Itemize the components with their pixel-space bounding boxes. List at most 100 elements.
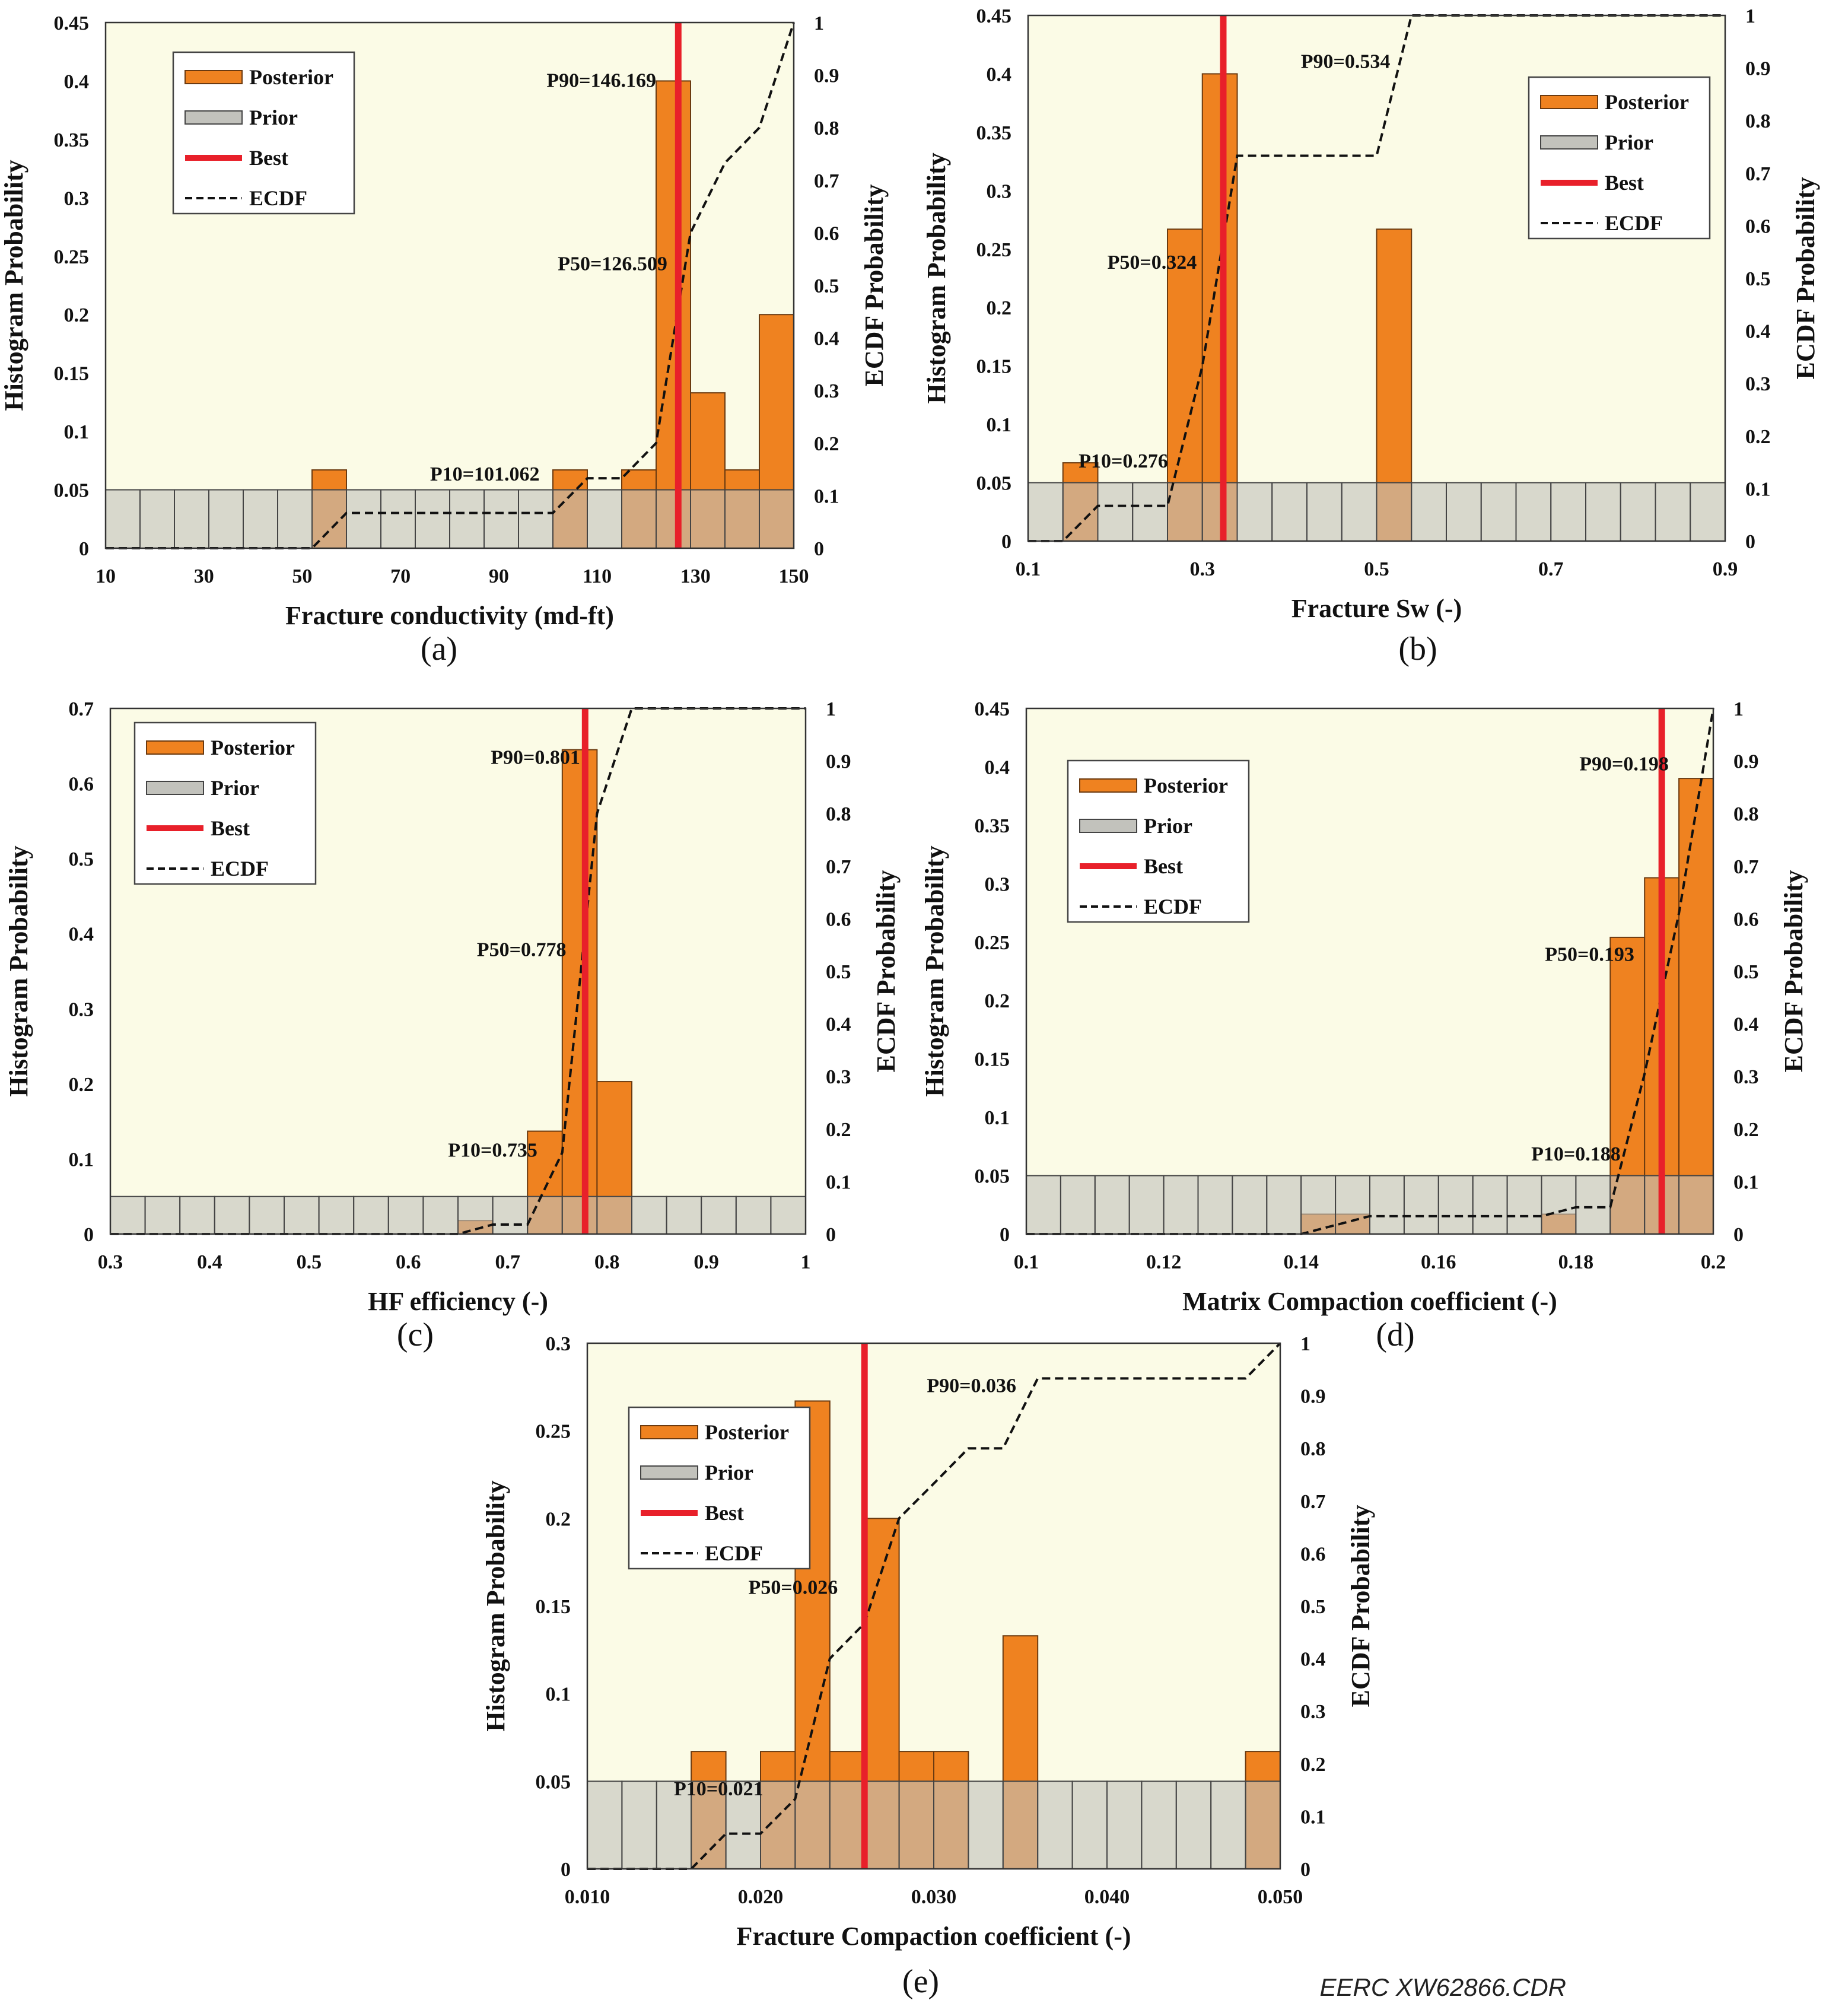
prior-bar	[656, 489, 691, 549]
x-tick-label: 0.18	[1558, 1251, 1594, 1273]
y2-tick-label: 0.8	[826, 803, 851, 825]
x-tick-label: 130	[680, 565, 711, 587]
x-tick-label: 0.7	[1538, 558, 1564, 580]
y-tick-label: 0.3	[69, 999, 94, 1020]
y2-tick-label: 0.3	[1745, 373, 1771, 395]
percentile-annotation: P50=0.193	[1545, 943, 1634, 965]
prior-bar	[770, 1195, 807, 1235]
y-tick-label: 0.3	[64, 187, 90, 209]
prior-bar	[735, 1195, 772, 1235]
prior-bar	[1062, 482, 1099, 542]
percentile-annotation: P90=0.801	[491, 747, 580, 769]
legend-label: Prior	[249, 106, 298, 129]
plot-frame	[104, 21, 795, 549]
figure-id-watermark: EERC XW62866.CDR	[1320, 1973, 1566, 2001]
x-tick-label: 0.3	[1190, 558, 1216, 580]
x-tick-label: 0.8	[594, 1251, 620, 1273]
prior-bar	[346, 489, 381, 549]
legend: Posterior Prior Best ECDF	[628, 1406, 811, 1570]
x-tick-label: 30	[194, 565, 214, 587]
prior-bar	[587, 489, 622, 549]
y2-tick-label: 0	[826, 1224, 836, 1246]
prior-bar	[422, 1195, 459, 1235]
prior-bar	[457, 1195, 494, 1235]
prior-bar	[144, 1195, 181, 1235]
x-tick-label: 0.030	[911, 1886, 957, 1908]
prior-bar	[1480, 482, 1517, 542]
y2-tick-label: 0.1	[826, 1171, 851, 1193]
y2-tick-label: 0.6	[826, 908, 851, 930]
y-tick-label: 0.15	[976, 356, 1012, 378]
y-tick-label: 0.2	[64, 304, 90, 326]
y-axis-title: Histogram Probability	[481, 1480, 510, 1731]
plot-frame	[1025, 707, 1714, 1235]
legend-label: Best	[211, 816, 250, 840]
plot-frame	[586, 1342, 1281, 1870]
prior-bar	[1515, 482, 1552, 542]
y2-tick-label: 1	[1745, 5, 1755, 27]
prior-bar	[353, 1195, 389, 1235]
x-tick-label: 0.050	[1258, 1886, 1303, 1908]
prior-bar	[387, 1195, 424, 1235]
y2-tick-label: 0.1	[1733, 1171, 1759, 1193]
ecdf-line	[110, 707, 806, 1235]
prior-bar	[483, 489, 519, 549]
y-tick-label: 0.4	[987, 63, 1012, 85]
prior-bar	[311, 489, 347, 549]
y2-tick-label: 0.3	[814, 380, 839, 402]
posterior-bar	[656, 80, 691, 549]
prior-bar	[829, 1780, 866, 1869]
y2-tick-label: 0.5	[814, 275, 839, 297]
prior-bar	[760, 1780, 796, 1869]
posterior-bar	[1678, 778, 1714, 1235]
legend-label: Best	[249, 146, 288, 170]
plot-frame	[1027, 14, 1726, 542]
x-tick-label: 150	[779, 565, 809, 587]
prior-bar	[1446, 482, 1482, 542]
y2-tick-label: 0.3	[826, 1066, 851, 1088]
legend-label: Best	[705, 1501, 744, 1525]
y2-tick-label: 0.2	[1733, 1119, 1759, 1141]
y-axis-title: Histogram Probability	[920, 845, 949, 1096]
legend-label: Posterior	[1605, 90, 1689, 114]
y2-tick-label: 0	[1733, 1224, 1744, 1246]
prior-bar	[1541, 1175, 1577, 1235]
prior-bar	[492, 1195, 529, 1235]
panel-label: (a)	[421, 631, 457, 667]
percentile-annotation: P10=0.188	[1531, 1143, 1621, 1165]
y-tick-label: 0.3	[546, 1333, 571, 1355]
prior-bar	[1210, 1780, 1246, 1869]
prior-bar	[1575, 1175, 1611, 1235]
prior-bar	[864, 1780, 900, 1869]
prior-bar	[284, 1195, 320, 1235]
y2-tick-label: 0.6	[814, 222, 839, 244]
y2-tick-label: 0.4	[1745, 321, 1771, 343]
x-tick-label: 0.9	[1713, 558, 1738, 580]
y2-tick-label: 0.5	[1745, 268, 1771, 290]
prior-bar	[1232, 1175, 1268, 1235]
prior-bar	[527, 1195, 563, 1235]
y2-tick-label: 0.7	[1733, 856, 1759, 878]
y-axis-title: Histogram Probability	[922, 152, 951, 403]
y-tick-label: 0.05	[976, 473, 1012, 495]
y-tick-label: 0.25	[54, 246, 90, 268]
y-tick-label: 0.45	[975, 698, 1010, 720]
y-tick-label: 0.3	[985, 873, 1010, 895]
y2-axis-title: ECDF Probability	[1791, 177, 1820, 379]
legend-label: Posterior	[705, 1420, 789, 1444]
y-tick-label: 0.25	[975, 932, 1010, 954]
y-tick-label: 0.15	[54, 363, 90, 385]
prior-bar	[725, 1780, 761, 1869]
percentile-annotation: P50=0.324	[1108, 252, 1197, 274]
y2-tick-label: 0.3	[1300, 1701, 1326, 1723]
prior-bar	[179, 1195, 215, 1235]
panel-label: (c)	[397, 1317, 434, 1353]
x-tick-label: 110	[583, 565, 612, 587]
legend-swatch-prior	[1540, 135, 1598, 150]
prior-bar	[1128, 1175, 1165, 1235]
y-tick-label: 0.4	[985, 756, 1010, 778]
prior-bar	[380, 489, 416, 549]
legend-label: Posterior	[211, 736, 295, 759]
percentile-annotation: P90=0.534	[1301, 51, 1391, 73]
y2-tick-label: 0.6	[1300, 1543, 1326, 1565]
